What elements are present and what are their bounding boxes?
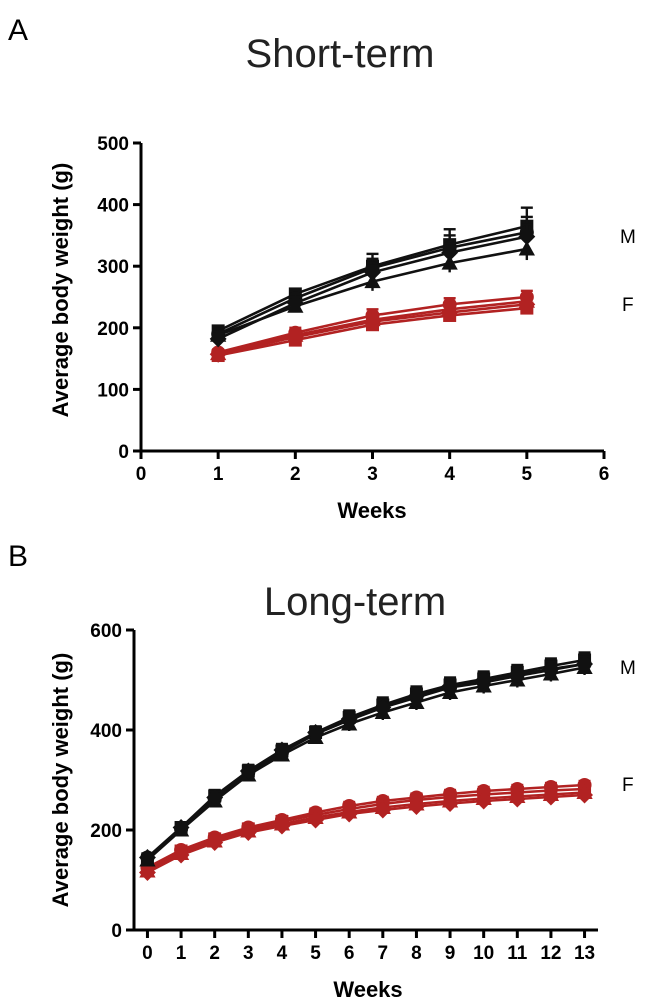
panel-a-x-tick-label: 0 [136,464,147,485]
panel-b-series-m-circle [140,655,592,865]
panel-b-y-tick-label: 400 [90,721,122,742]
panel-letter-b: B [8,540,28,573]
panel-b-data-point [206,789,224,806]
panel-a-data-point [441,303,459,321]
panel-b-x-tick-label: 3 [243,943,254,964]
panel-a-data-point [209,345,227,363]
panel-a-data-point [364,263,381,281]
panel-a-data-point [518,228,536,246]
panel-b-x-tick-label: 9 [445,943,456,964]
panel-b-series-line [146,662,585,859]
panel-a-data-point [286,328,304,346]
panel-a-data-point [286,294,304,312]
panel-b-data-point [273,817,291,835]
panel-b-data-point [172,819,190,836]
panel-b-data-point [340,805,358,823]
panel-b-female-label: F [622,775,634,796]
panel-b-data-point [374,699,392,716]
panel-b-title: Long-term [264,580,446,624]
panel-a-series-m-diamond [209,223,536,348]
panel-b-data-point [340,710,358,728]
panel-b-data-point [138,864,156,881]
panel-b-data-point [374,801,392,819]
panel-b-data-point [206,834,224,851]
panel-b-x-tick-label: 1 [176,943,187,964]
panel-a-data-point [364,313,381,331]
panel-b-series-line [146,658,585,861]
panel-letter-a: A [8,14,28,47]
panel-a-y-tick-label: 500 [97,134,129,155]
panel-a-plot: 0 100 200 300 400 500 0 1 2 3 4 5 6 [97,134,609,485]
panel-a-y-tick-label: 400 [97,196,129,217]
panel-a-female-label: F [622,295,634,316]
panel-b-x-tick-label: 7 [378,943,389,964]
panel-b-data-point [407,798,425,815]
panel-b-y-tick-label: 600 [90,621,122,642]
panel-b-series-line [146,662,585,859]
panel-a-data-point [518,295,536,313]
panel-b-x-axis-label: Weeks [333,977,402,1002]
panel-b-x-tick-label: 10 [473,943,494,964]
panel-b-series-m-triangle [139,658,593,867]
panel-b-x-tick-label: 8 [411,943,422,964]
panel-b-x-tick-label: 4 [277,943,288,964]
panel-a-x-tick-label: 5 [522,464,533,485]
panel-a-x-tick-label: 4 [444,464,455,485]
panel-b-data-point [239,762,257,780]
panel-a-x-tick-label: 2 [290,464,301,485]
panel-a-data-point [441,254,458,270]
panel-a-male-label: M [620,227,636,248]
panel-a-y-tick-label: 0 [118,442,129,463]
panel-b-y-tick-label: 200 [90,821,122,842]
panel-b-data-point [273,741,291,759]
panel-a-x-tick-label: 3 [367,464,378,485]
panel-a-series-f-diamond [209,295,536,363]
panel-b-data-point [542,660,560,678]
panel-b-x-tick-label: 12 [540,943,561,964]
panel-b-y-tick-label: 0 [111,921,122,942]
panel-a-y-tick-label: 100 [97,380,129,401]
panel-b-data-point [307,811,325,829]
panel-b-data-point [172,846,190,864]
panel-b-y-axis-label: Average body weight (g) [48,653,73,908]
panel-a-y-tick-label: 200 [97,319,129,340]
panel-b-data-point [508,665,526,683]
panel-a-title: Short-term [246,32,435,76]
panel-b-x-tick-label: 0 [142,943,153,964]
panel-a-data-point [441,244,459,262]
panel-b-data-point [576,786,594,804]
panel-a-y-axis-label: Average body weight (g) [48,163,73,418]
panel-b-data-point [407,687,425,705]
panel-b-data-point [441,677,459,695]
panel-b-series-m-diamond [138,655,594,866]
panel-b-x-tick-label: 5 [310,943,321,964]
panel-b-data-point [138,849,156,866]
panel-b-data-point [441,795,459,812]
panel-a-data-point [209,330,227,348]
panel-b-data-point [508,790,526,808]
panel-b-data-point [475,792,493,810]
panel-b-data-point [239,824,257,841]
panel-b-x-tick-label: 6 [344,943,355,964]
panel-b-data-point [307,724,325,741]
panel-b-data-point [542,788,560,806]
panel-a-x-tick-label: 6 [599,464,610,485]
panel-b-series-f-diamond [138,786,594,881]
panel-a-x-axis-label: Weeks [337,498,406,523]
panel-b-x-tick-label: 13 [574,943,595,964]
panel-a-y-tick-label: 300 [97,257,129,278]
panel-a-x-tick-label: 1 [213,464,224,485]
panel-b-data-point [475,671,493,689]
panel-b-data-point [576,655,594,673]
panel-b-x-tick-label: 11 [507,943,528,964]
panel-b-male-label: M [620,658,636,679]
panel-b-x-tick-label: 2 [209,943,220,964]
